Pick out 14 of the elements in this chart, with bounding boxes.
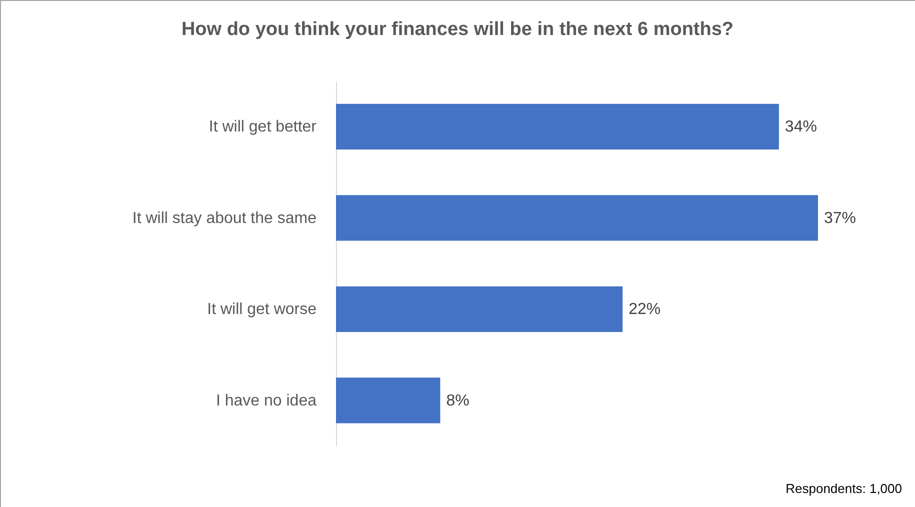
data-label: 22%	[628, 301, 661, 318]
bar	[336, 378, 440, 424]
bar	[336, 286, 623, 332]
bar	[336, 195, 818, 241]
y-tick-label: It will get better	[208, 118, 318, 136]
data-label: 8%	[446, 392, 470, 410]
y-tick-label: I have no idea	[216, 392, 317, 410]
bar	[336, 104, 779, 150]
text: Respondents: 1,000	[786, 481, 902, 496]
y-tick-label: It will get worse	[207, 301, 317, 318]
data-label: 37%	[824, 210, 856, 227]
data-label: 34%	[784, 118, 817, 136]
y-tick-label: It will stay about the same	[132, 210, 317, 227]
chart-title: How do you think your finances will be in the next 6 months?	[180, 19, 735, 41]
